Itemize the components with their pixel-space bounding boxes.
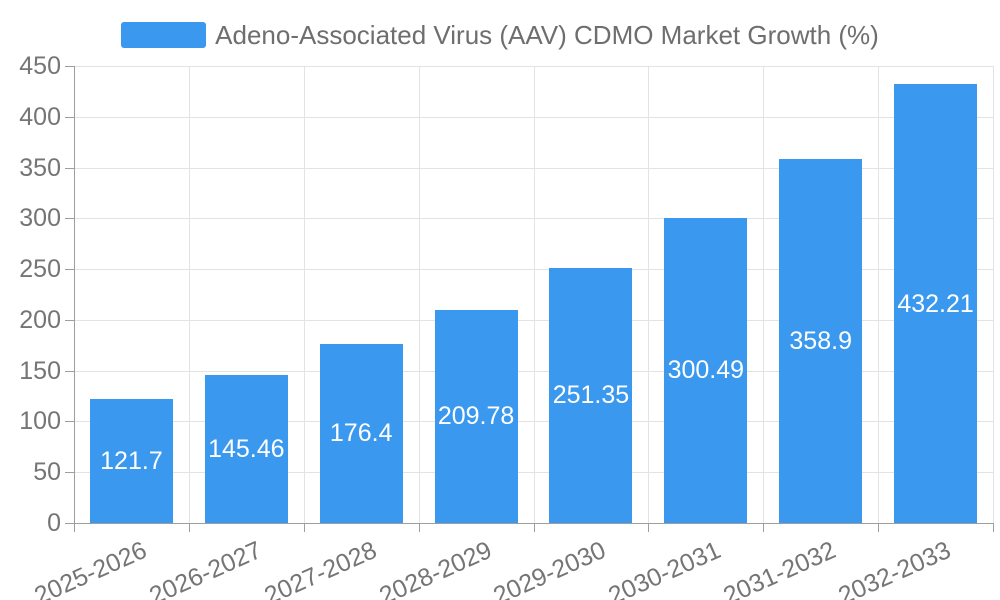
y-axis-tick <box>65 66 74 67</box>
y-axis-line <box>74 66 75 523</box>
v-gridline <box>993 66 994 523</box>
v-gridline <box>648 66 650 523</box>
y-axis-tick <box>65 269 74 271</box>
y-axis-tick <box>65 167 74 169</box>
bar-value-label: 358.9 <box>789 326 852 355</box>
y-axis-tick-label: 400 <box>19 102 61 131</box>
bar-value-label: 145.46 <box>208 435 285 464</box>
y-axis-tick <box>65 370 74 372</box>
bar-value-label: 209.78 <box>437 402 515 431</box>
x-axis-tick-label: 2030-2031 <box>604 536 726 600</box>
y-axis-tick <box>65 523 74 524</box>
y-axis-tick-label: 250 <box>19 255 61 284</box>
bar[interactable] <box>894 84 978 523</box>
bar-value-label: 121.7 <box>100 447 163 476</box>
x-axis-tick <box>533 523 535 532</box>
bar-value-label: 176.4 <box>329 419 393 448</box>
x-axis-tick-label: 2031-2032 <box>719 536 841 600</box>
y-axis-tick <box>65 472 74 474</box>
y-axis-tick <box>65 319 74 321</box>
v-gridline <box>188 66 190 523</box>
y-axis-tick-label: 350 <box>19 153 61 182</box>
y-axis-tick-label: 0 <box>47 509 61 537</box>
x-axis-tick <box>763 523 765 532</box>
bar-value-label: 251.35 <box>552 381 630 410</box>
x-axis-tick <box>648 523 650 532</box>
x-axis-tick-label: 2027-2028 <box>259 536 381 600</box>
y-axis-tick-label: 300 <box>19 204 61 233</box>
bar[interactable] <box>89 399 173 523</box>
bar[interactable] <box>434 309 518 523</box>
x-axis-tick-label: 2032-2033 <box>834 536 955 600</box>
x-axis-tick <box>74 523 75 532</box>
bar[interactable] <box>204 375 288 523</box>
bar[interactable] <box>549 267 633 523</box>
x-axis-tick <box>878 523 880 532</box>
legend-label: Adeno-Associated Virus (AAV) CDMO Market… <box>215 20 879 50</box>
y-axis-tick <box>65 421 74 423</box>
y-axis-tick <box>65 218 74 220</box>
bar-value-label: 300.49 <box>667 356 745 385</box>
v-gridline <box>418 66 420 523</box>
x-axis-tick <box>993 523 994 532</box>
bar[interactable] <box>319 343 403 523</box>
bar-value-label: 432.21 <box>897 289 974 318</box>
bar[interactable] <box>664 217 748 523</box>
y-axis-tick-label: 50 <box>33 458 61 487</box>
y-axis-tick-label: 100 <box>19 407 61 436</box>
v-gridline <box>763 66 765 523</box>
y-axis-tick-label: 150 <box>19 356 61 385</box>
legend-item[interactable]: Adeno-Associated Virus (AAV) CDMO Market… <box>121 20 879 50</box>
legend-swatch-icon <box>121 22 207 48</box>
x-axis-tick <box>418 523 420 532</box>
x-axis-tick-label: 2029-2030 <box>489 536 611 600</box>
y-axis-tick-label: 200 <box>19 305 61 334</box>
x-axis-tick-label: 2028-2029 <box>374 536 496 600</box>
x-axis-tick-label: 2025-2026 <box>30 536 151 600</box>
legend: Adeno-Associated Virus (AAV) CDMO Market… <box>0 20 1000 50</box>
x-axis-tick-label: 2026-2027 <box>145 536 266 600</box>
v-gridline <box>878 66 880 523</box>
x-axis-tick <box>188 523 190 532</box>
y-axis-tick <box>65 116 74 118</box>
v-gridline <box>533 66 535 523</box>
v-gridline <box>303 66 305 523</box>
x-axis-tick <box>303 523 305 532</box>
y-axis-tick-label: 450 <box>19 52 61 80</box>
bar[interactable] <box>779 158 863 523</box>
